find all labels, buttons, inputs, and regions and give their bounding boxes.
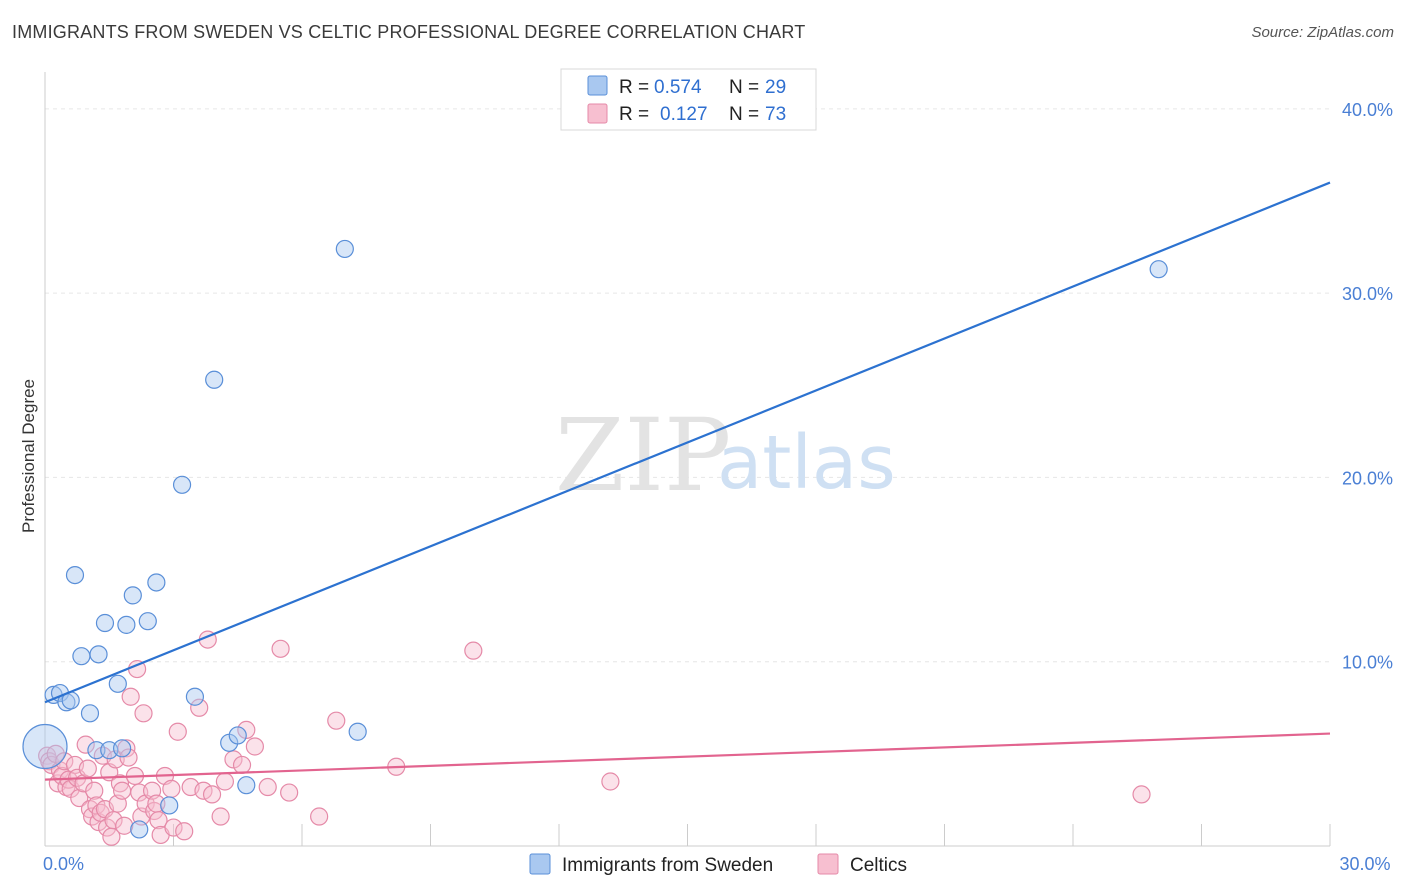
point-celtics-36 [121,687,140,706]
series-legend-label-sweden: Immigrants from Sweden [562,855,773,876]
y-tick-label-2: 30.0% [1342,284,1393,304]
chart-title: IMMIGRANTS FROM SWEDEN VS CELTIC PROFESS… [12,22,806,42]
point-celtics-51 [168,722,187,741]
point-celtics-33 [115,816,134,835]
point-celtics-68 [327,711,346,730]
point-celtics-52 [175,822,194,841]
point-celtics-71 [601,772,620,791]
legend-swatch-celtics [587,103,608,124]
point-sweden-25 [237,776,256,795]
watermark-atlas: atlas [717,420,896,506]
point-celtics-41 [134,704,153,723]
celtics-points [38,630,1151,846]
legend-n-label-sweden: N = [729,77,759,98]
point-celtics-63 [245,737,264,756]
legend-r-value-celtics: 0.127 [660,104,708,125]
axis-layer [44,72,1331,847]
point-sweden-16 [130,820,149,839]
legend-swatch-sweden [587,75,608,96]
y-tick-label-0: 10.0% [1342,653,1393,673]
tick-labels: 10.0% 20.0% 30.0% 40.0% 0.0% 30.0% [43,100,1393,874]
point-sweden-19 [160,796,179,815]
y-tick-label-1: 20.0% [1342,468,1393,488]
point-celtics-13 [70,788,89,808]
chart-source: Source: ZipAtlas.com [1251,24,1394,41]
sweden-points [22,239,1168,839]
point-sweden-27 [348,722,367,741]
point-celtics-59 [215,772,234,791]
point-sweden-8 [87,741,106,760]
y-axis-label: Professional Degree [19,379,38,533]
point-celtics-35 [119,748,138,767]
point-sweden-14 [117,615,136,634]
point-celtics-67 [310,807,329,826]
point-celtics-50 [164,818,183,837]
point-celtics-54 [190,698,209,717]
point-sweden-13 [112,739,132,758]
point-celtics-58 [211,807,230,826]
point-celtics-7 [55,752,74,771]
legend-n-value-celtics: 73 [765,104,786,125]
point-celtics-65 [271,639,290,658]
point-celtics-49 [162,779,181,798]
grid-layer [45,108,1330,663]
point-celtics-66 [280,783,299,802]
trend-lines [44,181,1331,781]
legend-n-label-celtics: N = [729,104,759,125]
point-celtics-28 [104,811,123,830]
point-celtics-70 [464,641,483,660]
point-celtics-31 [110,774,130,793]
point-sweden-0 [22,723,68,770]
stats-legend: R = 0.574 N = 29 R = 0.127 N = 73 [560,68,817,131]
point-sweden-5 [65,565,85,585]
point-sweden-10 [95,613,115,633]
legend-r-value-sweden: 0.574 [654,77,702,98]
point-celtics-16 [78,759,97,778]
trend-line-sweden [44,181,1331,704]
point-sweden-15 [123,586,142,605]
point-celtics-32 [112,781,132,800]
series-legend-label-celtics: Celtics [850,855,907,876]
point-sweden-26 [335,239,354,259]
point-celtics-46 [149,811,168,830]
legend-r-label-sweden: R = [619,77,649,98]
point-sweden-24 [228,726,247,745]
point-celtics-72 [1132,785,1151,804]
watermark-zip: ZIP [555,397,731,514]
point-sweden-12 [108,674,127,693]
point-sweden-7 [80,704,100,723]
point-sweden-17 [138,612,157,631]
point-sweden-9 [89,645,108,664]
point-celtics-19 [85,781,104,800]
legend-r-label-celtics: R = [619,104,649,125]
legend-n-value-sweden: 29 [765,77,786,98]
point-sweden-28 [1149,260,1168,279]
point-sweden-22 [205,370,224,389]
y-tick-label-3: 40.0% [1342,100,1393,120]
series-legend-swatch-celtics [817,853,839,875]
point-sweden-18 [147,573,166,592]
point-sweden-21 [185,687,205,706]
point-celtics-61 [232,755,252,775]
point-celtics-15 [76,735,95,754]
point-celtics-57 [202,785,222,804]
series-legend: Immigrants from Sweden Celtics [529,853,907,876]
x-tick-label-1: 30.0% [1339,854,1390,874]
point-sweden-6 [72,647,91,666]
trend-line-celtics [44,732,1331,781]
point-celtics-64 [258,777,277,797]
series-legend-swatch-sweden [529,853,551,875]
watermark: ZIP atlas [555,397,896,514]
x-tick-label-0: 0.0% [43,854,84,874]
point-sweden-20 [172,475,192,494]
